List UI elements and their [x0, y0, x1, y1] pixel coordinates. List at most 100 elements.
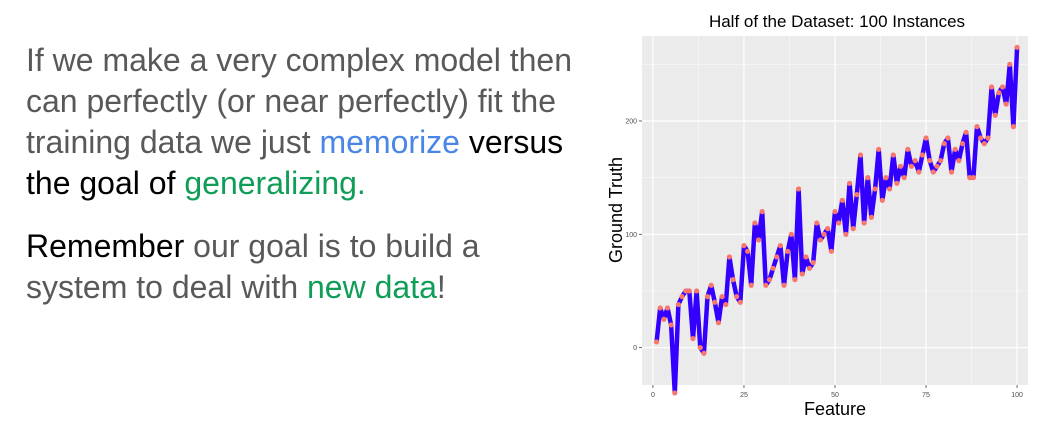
data-point — [737, 299, 743, 305]
data-point — [821, 231, 827, 237]
data-point — [799, 271, 805, 277]
memorize-highlight: memorize — [319, 124, 460, 160]
y-tick-label: 200 — [625, 118, 637, 125]
data-point — [657, 305, 663, 311]
data-point — [978, 135, 984, 141]
data-point — [770, 265, 776, 271]
data-point — [704, 294, 711, 300]
data-point — [719, 294, 725, 300]
text-segment: ! — [436, 269, 446, 305]
data-point — [938, 158, 944, 164]
data-point — [828, 248, 834, 254]
data-point — [890, 152, 896, 158]
text-segment: our goal is to build a system to deal wi… — [26, 228, 480, 305]
generalizing-highlight: generalizing — [184, 165, 357, 201]
data-point — [708, 282, 714, 288]
data-point — [1010, 124, 1017, 130]
new-data-highlight: new data — [307, 269, 437, 305]
data-point — [879, 197, 885, 203]
slide-text: If we make a very complex model then can… — [26, 40, 586, 330]
y-tick-label: 100 — [625, 232, 637, 239]
data-point — [868, 214, 875, 220]
data-point — [661, 316, 667, 322]
data-point — [861, 220, 867, 226]
data-point — [664, 305, 671, 311]
data-point — [686, 288, 692, 294]
data-point — [974, 124, 980, 130]
data-point — [901, 175, 907, 181]
data-point — [916, 169, 922, 175]
data-point — [905, 146, 911, 152]
data-point — [763, 282, 769, 288]
data-point — [996, 90, 1002, 96]
data-point — [1014, 44, 1020, 50]
data-point — [956, 158, 962, 164]
data-point — [726, 254, 732, 260]
data-point — [752, 220, 758, 226]
data-point — [857, 152, 864, 158]
text-segment: . — [356, 165, 366, 201]
data-point — [785, 248, 791, 254]
data-point — [846, 180, 853, 186]
data-point — [806, 265, 813, 271]
data-point — [675, 301, 682, 308]
data-point — [883, 175, 889, 181]
data-point — [945, 135, 951, 141]
data-point — [1007, 61, 1013, 67]
data-point — [653, 339, 660, 345]
data-point — [825, 226, 831, 232]
line-chart: Half of the Dataset: 100 Instances 0 25 50… — [606, 12, 1028, 419]
data-point — [741, 243, 747, 249]
axis-ticks: 0 25 50 75 100 0 100 200 — [625, 118, 1023, 399]
data-point — [1003, 101, 1009, 107]
data-point — [952, 146, 958, 152]
y-axis-label: Ground Truth — [606, 157, 626, 263]
data-point — [759, 209, 765, 215]
data-point — [930, 169, 936, 175]
data-point — [668, 322, 674, 328]
data-point — [832, 209, 838, 215]
text-segment: versus the goal of — [26, 124, 564, 201]
data-point — [876, 146, 882, 152]
data-point — [981, 141, 987, 147]
data-point — [792, 277, 798, 283]
data-point — [908, 163, 915, 169]
data-point — [788, 231, 794, 237]
data-point — [963, 129, 969, 135]
data-point — [992, 112, 998, 118]
data-point — [923, 135, 929, 141]
data-point — [672, 390, 678, 396]
data-point — [872, 186, 878, 192]
data-point — [970, 175, 976, 181]
data-point — [817, 237, 824, 243]
data-point — [967, 175, 973, 181]
data-point — [730, 277, 736, 283]
data-point — [912, 158, 918, 164]
data-point — [985, 135, 991, 141]
data-point — [839, 197, 845, 203]
data-point — [959, 141, 966, 147]
data-point — [766, 277, 773, 283]
data-point — [897, 163, 904, 169]
data-point — [999, 84, 1006, 90]
data-point — [854, 192, 860, 198]
data-point — [836, 220, 842, 226]
data-point — [941, 141, 947, 147]
data-point — [919, 152, 925, 158]
data-point — [894, 180, 900, 186]
data-point — [755, 237, 762, 243]
data-point — [777, 243, 783, 249]
data-point — [781, 282, 787, 288]
data-point — [850, 226, 856, 232]
x-tick-label: 0 — [651, 392, 655, 399]
data-point — [690, 335, 696, 342]
y-tick-label: 0 — [633, 345, 637, 352]
data-point — [723, 301, 729, 308]
paragraph-memorize: If we make a very complex model then can… — [26, 40, 586, 204]
data-point — [697, 345, 703, 351]
data-point — [948, 169, 955, 175]
data-point — [934, 163, 940, 169]
data-point — [795, 186, 802, 192]
data-point — [679, 294, 685, 300]
data-point — [843, 231, 849, 237]
